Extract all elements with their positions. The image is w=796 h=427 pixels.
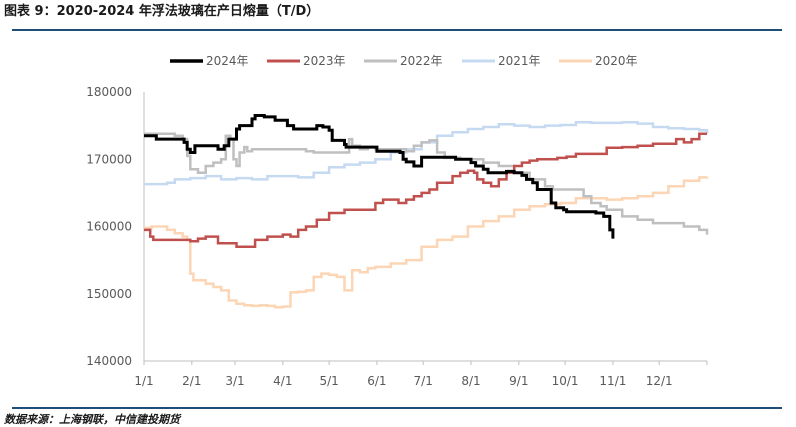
chart-title: 图表 9：2020-2024 年浮法玻璃在产日熔量（T/D） <box>4 4 320 19</box>
legend: 2024年 2023年 2022年 2021年 2020年 <box>170 54 638 68</box>
x-tick-label: 2/1 <box>182 374 201 388</box>
legend-label: 2024年 <box>206 54 249 68</box>
series-line-2022年 <box>144 132 709 235</box>
series-lines <box>144 114 709 309</box>
series-line-2024年 <box>144 114 615 239</box>
top-rule <box>12 29 782 31</box>
x-tick-label: 9/1 <box>509 374 528 388</box>
x-tick-label: 4/1 <box>273 374 292 388</box>
legend-item: 2020年 <box>559 54 638 68</box>
legend-item: 2024年 <box>170 54 249 68</box>
bottom-rule <box>12 407 782 409</box>
line-chart: 2024年 2023年 2022年 2021年 2020年 140000 150000 16… <box>86 54 709 388</box>
x-tick-label: 1/1 <box>134 374 153 388</box>
legend-label: 2022年 <box>400 54 443 68</box>
legend-item: 2022年 <box>364 54 443 68</box>
series-line-2021年 <box>144 121 709 186</box>
x-tick-label: 6/1 <box>367 374 386 388</box>
legend-item: 2021年 <box>462 54 541 68</box>
legend-label: 2021年 <box>498 54 541 68</box>
legend-label: 2023年 <box>303 54 346 68</box>
x-tick-label: 8/1 <box>461 374 480 388</box>
y-tick-label: 170000 <box>86 152 132 166</box>
x-tick-label: 3/1 <box>225 374 244 388</box>
y-tick-label: 150000 <box>86 287 132 301</box>
x-tick-label: 10/1 <box>552 374 579 388</box>
x-tick-label: 12/1 <box>646 374 673 388</box>
series-line-2020年 <box>144 176 709 309</box>
x-tick-label: 5/1 <box>319 374 338 388</box>
y-tick-label: 140000 <box>86 354 132 368</box>
x-tick-label: 11/1 <box>599 374 626 388</box>
legend-label: 2020年 <box>595 54 638 68</box>
source-note: 数据来源：上海钢联，中信建投期货 <box>4 413 180 426</box>
legend-item: 2023年 <box>267 54 346 68</box>
y-tick-label: 180000 <box>86 85 132 99</box>
x-tick-label: 7/1 <box>414 374 433 388</box>
series-line-2023年 <box>144 132 707 248</box>
y-tick-label: 160000 <box>86 220 132 234</box>
axes: 140000 150000 160000 170000 180000 1/1 2/1 3/1 4… <box>86 85 708 388</box>
